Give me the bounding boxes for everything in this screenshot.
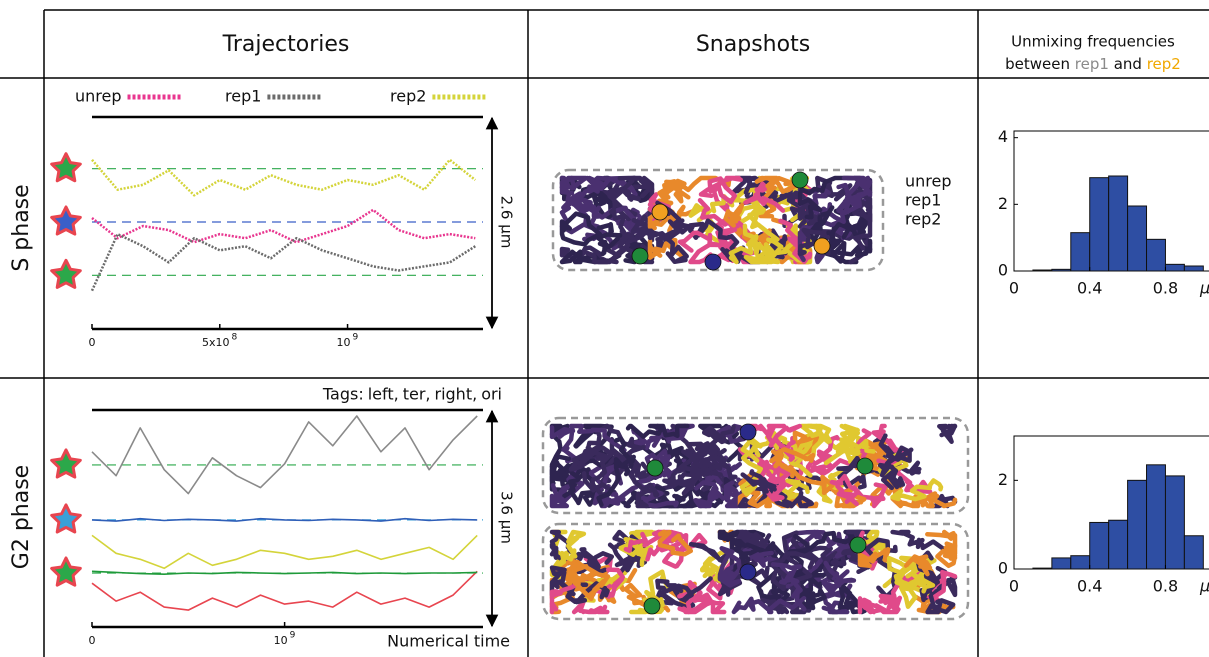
tag-sphere — [814, 238, 830, 254]
row-label: S phase — [9, 184, 34, 271]
tag-sphere — [644, 598, 660, 614]
x-tick-label: 10 — [274, 634, 288, 647]
legend-title: Tags: — [322, 385, 364, 404]
col-header: Trajectories — [222, 32, 350, 57]
hist-bar — [1071, 233, 1090, 271]
x-tick-exponent: 8 — [232, 333, 238, 343]
header-word: between — [1005, 55, 1070, 73]
legend-label: ori — [481, 385, 502, 404]
tag-star — [52, 505, 81, 532]
hist-bar — [1165, 476, 1184, 569]
hist-bar — [1071, 556, 1090, 569]
row-label: G2 phase — [9, 465, 34, 569]
hist-bar — [1147, 465, 1166, 569]
y-tick-label: 2 — [998, 470, 1008, 489]
hist-bar — [1184, 536, 1203, 569]
x-tick-label: 10 — [337, 336, 351, 349]
legend-label: left, — [368, 385, 399, 404]
x-tick-label: 0 — [1009, 577, 1019, 596]
tag-star — [52, 558, 81, 585]
col-header: Unmixing frequencies — [1011, 33, 1175, 51]
y-tick-label: 0 — [998, 261, 1008, 280]
tag-star — [52, 207, 81, 234]
legend-label: right, — [435, 385, 478, 404]
trajectory — [92, 234, 475, 291]
legend-label: rep1 — [225, 87, 261, 106]
hist-bar — [1052, 269, 1071, 271]
tag-sphere — [632, 248, 648, 264]
x-tick-label: 5x10 — [202, 336, 230, 349]
hist-bar — [1109, 176, 1128, 271]
tag-star — [52, 450, 81, 477]
header-word: rep1 — [1075, 55, 1109, 73]
x-tick-label: 0.8 — [1153, 279, 1178, 298]
polymer-strand — [939, 426, 955, 442]
x-tick-label: 0.8 — [1153, 577, 1178, 596]
y-tick-label: 0 — [998, 559, 1008, 578]
hist-bar — [1033, 568, 1052, 569]
x-axis-label: μ — [1199, 577, 1209, 596]
snapshot-legend: rep1 — [905, 191, 941, 210]
snapshot-legend: unrep — [905, 172, 952, 191]
header-word: rep2 — [1147, 55, 1181, 73]
tag-sphere — [850, 537, 866, 553]
tag-sphere — [740, 564, 756, 580]
hist-bar — [1033, 270, 1052, 271]
trajectory — [92, 416, 477, 494]
tag-sphere — [857, 458, 873, 474]
figure: Trajectories Snapshots Unmixing frequenc… — [0, 0, 1209, 657]
trajectory — [92, 571, 477, 610]
x-axis-label: Numerical time — [387, 632, 510, 651]
trajectory — [92, 160, 475, 196]
hist-bar — [1128, 206, 1147, 271]
tag-sphere — [652, 204, 668, 220]
hist-bar — [1090, 178, 1109, 271]
x-tick-label: 0 — [89, 336, 96, 349]
trajectory — [92, 535, 477, 568]
legend-label: unrep — [75, 87, 122, 106]
tag-sphere — [705, 254, 721, 270]
y-tick-label: 4 — [998, 127, 1008, 146]
x-tick-label: 0 — [89, 634, 96, 647]
hist-bar — [1184, 266, 1203, 271]
snapshot-legend: rep2 — [905, 210, 941, 229]
tag-sphere — [647, 460, 663, 476]
trajectory — [92, 519, 477, 521]
col-header: between rep1 and rep2 — [1005, 55, 1181, 73]
y-tick-label: 2 — [998, 194, 1008, 213]
snapshot-polymers — [552, 172, 955, 614]
span-label: 2.6 µm — [498, 196, 516, 249]
tag-star — [52, 260, 81, 287]
x-tick-exponent: 9 — [290, 631, 296, 641]
legend-label: rep2 — [390, 87, 426, 106]
tag-sphere — [740, 424, 756, 440]
hist-bar — [1052, 558, 1071, 569]
hist-bar — [1128, 480, 1147, 569]
trajectory — [92, 210, 475, 242]
hist-bar — [1109, 520, 1128, 569]
x-tick-label: 0.4 — [1077, 279, 1102, 298]
x-tick-label: 0.4 — [1077, 577, 1102, 596]
legend-label: ter, — [403, 385, 431, 404]
span-label: 3.6 µm — [498, 491, 516, 544]
hist-bar — [1147, 239, 1166, 271]
header-word: and — [1114, 55, 1142, 73]
trajectory — [92, 571, 477, 574]
x-tick-exponent: 9 — [353, 333, 359, 343]
hist-bar — [1165, 264, 1184, 271]
tag-sphere — [792, 172, 808, 188]
x-tick-label: 0 — [1009, 279, 1019, 298]
x-axis-label: μ — [1199, 279, 1209, 298]
col-header: Snapshots — [696, 32, 810, 57]
hist-bar — [1090, 522, 1109, 569]
tag-star — [52, 154, 81, 181]
